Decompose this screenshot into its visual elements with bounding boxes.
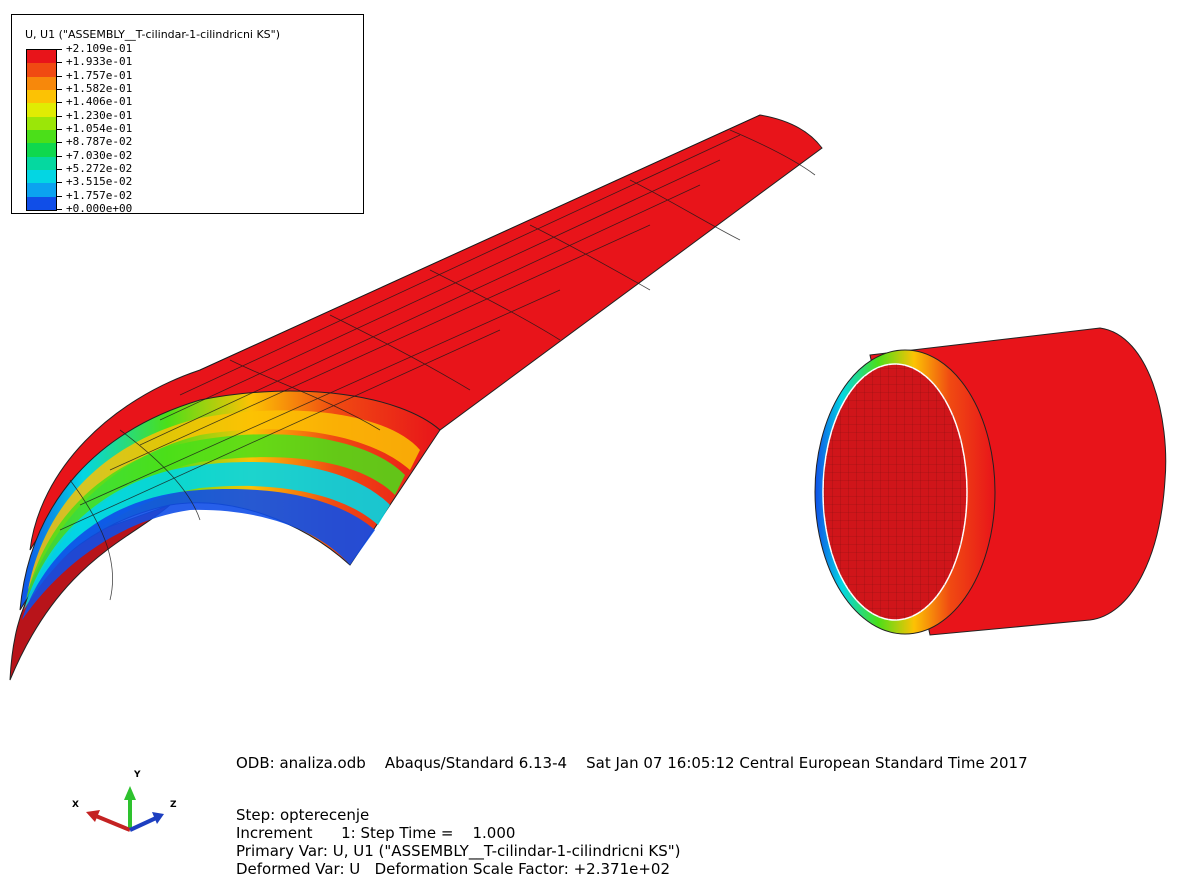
legend-tick: [56, 195, 62, 197]
legend-value: +1.757e-01: [66, 68, 133, 82]
axis-y-label: Y: [134, 770, 141, 780]
legend-swatch: [27, 63, 56, 77]
legend-tick: [56, 142, 62, 144]
legend-tick: [56, 49, 62, 50]
legend-tick: [56, 102, 62, 104]
legend-tick: [56, 62, 62, 64]
curved-shell-part: [9, 114, 823, 681]
legend-swatch: [27, 50, 56, 64]
legend-tick: [56, 169, 62, 170]
legend-swatch: [27, 170, 56, 184]
legend-value: +2.109e-01: [66, 42, 133, 55]
legend-tick: [56, 209, 62, 210]
legend-swatch: [27, 116, 56, 130]
legend-tick: [56, 182, 62, 184]
legend-title: U, U1 ("ASSEMBLY__T-cilindar-1-cilindric…: [25, 28, 281, 41]
deformed-var-line: Deformed Var: U Deformation Scale Factor…: [236, 860, 671, 878]
legend-swatch: [27, 130, 56, 144]
legend-swatch: [27, 103, 56, 117]
legend-tick: [56, 89, 62, 90]
legend-tick: [56, 155, 62, 157]
legend-value: +8.787e-02: [66, 135, 133, 149]
legend-value: +7.030e-02: [66, 148, 133, 162]
legend-swatch: [27, 183, 56, 197]
legend-value: +3.515e-02: [66, 175, 133, 189]
axis-x-label: X: [72, 800, 79, 810]
legend-value: +1.582e-01: [66, 82, 133, 95]
axis-z-label: Z: [170, 800, 177, 810]
odb-info-line: ODB: analiza.odb Abaqus/Standard 6.13-4 …: [236, 754, 1028, 772]
legend-tick: [56, 129, 62, 130]
legend-swatch: [27, 156, 56, 170]
legend-value: +5.272e-02: [66, 162, 133, 175]
cylinder-part: [814, 327, 1170, 640]
legend-value: +1.933e-01: [66, 55, 133, 69]
legend-tick: [56, 115, 62, 117]
legend-color-bar: [26, 49, 57, 211]
increment-line: Increment 1: Step Time = 1.000: [236, 824, 516, 842]
legend-swatch: [27, 143, 56, 157]
legend-value: +1.406e-01: [66, 95, 133, 109]
triad-arrows-icon: [86, 786, 164, 832]
contour-legend: U, U1 ("ASSEMBLY__T-cilindar-1-cilindric…: [11, 14, 364, 215]
primary-var-line: Primary Var: U, U1 ("ASSEMBLY__T-cilinda…: [236, 842, 681, 860]
legend-value: +1.054e-01: [66, 122, 133, 135]
legend-swatch: [27, 90, 56, 104]
model-viewport[interactable]: [0, 0, 1196, 740]
legend-tick: [56, 75, 62, 77]
legend-swatch: [27, 76, 56, 90]
axis-triad: X Y Z: [60, 760, 190, 850]
step-line: Step: opterecenje: [236, 806, 370, 824]
legend-value: +0.000e+00: [66, 202, 133, 215]
legend-value: +1.757e-02: [66, 188, 133, 202]
legend-value: +1.230e-01: [66, 108, 133, 122]
legend-swatch: [27, 196, 56, 210]
